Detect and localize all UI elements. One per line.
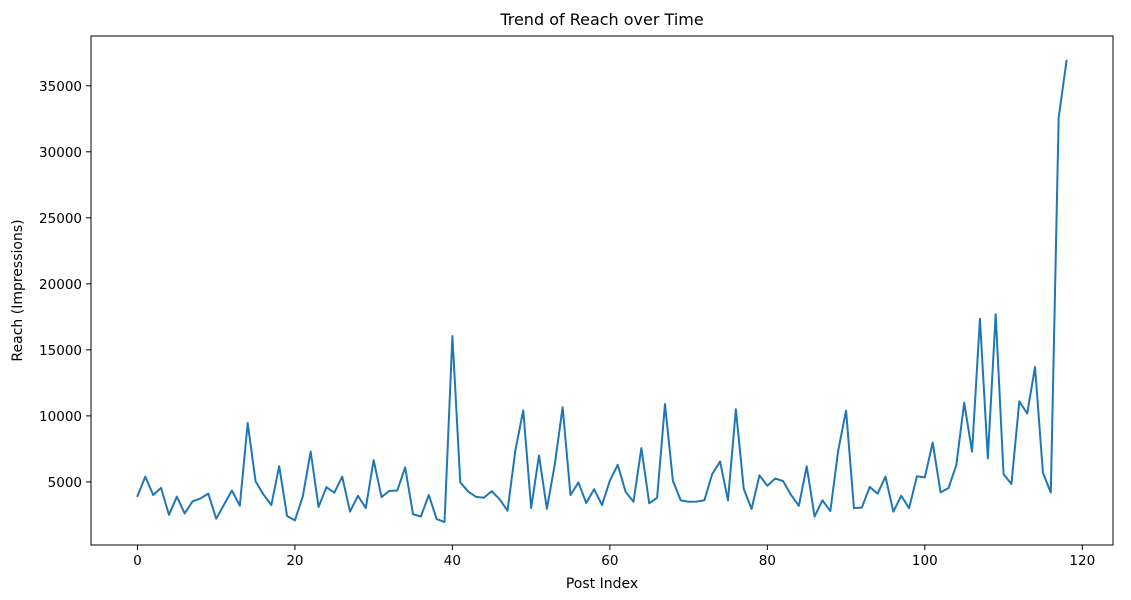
y-tick-label: 15000 bbox=[39, 343, 82, 359]
x-tick-label: 0 bbox=[133, 553, 142, 569]
x-tick-label: 60 bbox=[601, 553, 618, 569]
y-tick-label: 35000 bbox=[39, 79, 82, 95]
plot-area bbox=[91, 36, 1113, 545]
chart-title: Trend of Reach over Time bbox=[499, 10, 703, 29]
y-axis-ticks: 5000 10000 15000 20000 25000 30000 35000 bbox=[39, 79, 91, 491]
y-tick-label: 20000 bbox=[39, 277, 82, 293]
x-axis-label: Post Index bbox=[566, 576, 638, 592]
x-tick-label: 80 bbox=[759, 553, 776, 569]
y-tick-label: 25000 bbox=[39, 211, 82, 227]
y-tick-label: 10000 bbox=[39, 409, 82, 425]
x-axis-ticks: 0 20 40 60 80 100 120 bbox=[133, 545, 1095, 569]
series-layer bbox=[136, 59, 1068, 524]
y-tick-label: 30000 bbox=[39, 145, 82, 161]
y-axis-label: Reach (Impressions) bbox=[10, 219, 26, 361]
y-tick-label: 5000 bbox=[48, 475, 82, 491]
x-tick-label: 20 bbox=[286, 553, 303, 569]
x-tick-label: 120 bbox=[1069, 553, 1095, 569]
x-tick-label: 40 bbox=[444, 553, 461, 569]
series-line bbox=[136, 59, 1068, 524]
plot-frame bbox=[90, 35, 1114, 546]
x-tick-label: 100 bbox=[912, 553, 938, 569]
